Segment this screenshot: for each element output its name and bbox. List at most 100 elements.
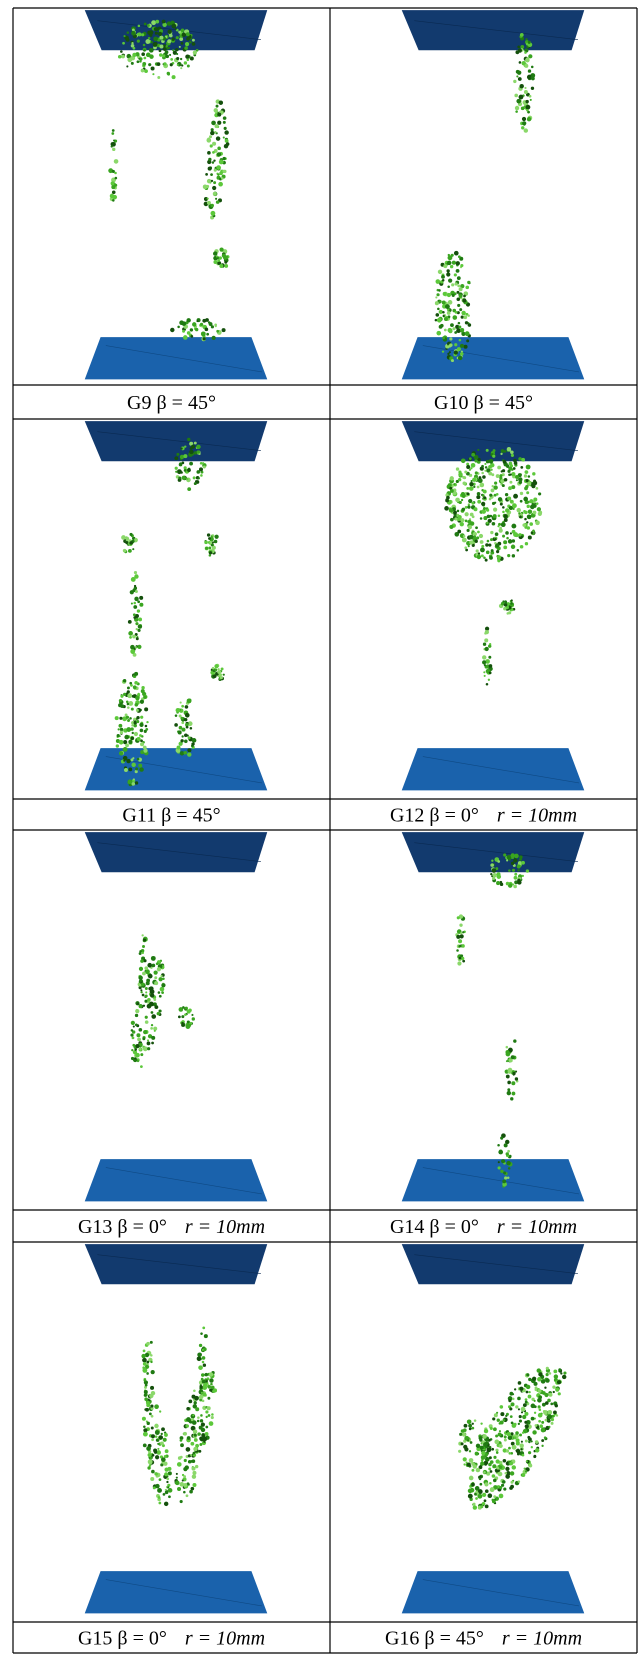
snapshot (402, 421, 585, 790)
particle (447, 293, 451, 297)
particle (521, 458, 525, 462)
particle (491, 489, 495, 493)
particle (473, 1464, 477, 1468)
particle (511, 1421, 514, 1424)
particle (499, 1422, 502, 1425)
particle (481, 1446, 484, 1449)
particle (143, 938, 146, 941)
particle (481, 465, 484, 468)
particle (466, 492, 469, 495)
particle (192, 39, 195, 42)
particle (535, 520, 540, 525)
particle (515, 1405, 518, 1408)
particle (111, 145, 113, 147)
particle (151, 1434, 155, 1438)
particle (436, 313, 440, 317)
particle (128, 779, 133, 784)
particle (135, 590, 138, 593)
particle (525, 105, 530, 110)
particle (445, 304, 450, 309)
particle (527, 526, 530, 529)
particle (484, 664, 486, 666)
particle (457, 961, 461, 965)
particle (135, 703, 139, 707)
particle (145, 1408, 149, 1412)
particle (447, 311, 451, 315)
particle (182, 33, 186, 37)
particle (455, 311, 458, 314)
particle (138, 764, 142, 768)
particle (491, 549, 494, 552)
particle (214, 108, 218, 112)
particle (217, 259, 220, 262)
particle (163, 47, 167, 51)
particle (131, 42, 133, 44)
particle (128, 620, 132, 624)
particle (201, 1373, 205, 1377)
figure-table: G9β = 45°G10β = 45°G11β = 45°G12β = 0°r … (0, 0, 638, 1654)
particle (510, 1097, 513, 1100)
particle (132, 732, 134, 734)
particle (219, 247, 223, 251)
particle (142, 62, 146, 66)
particle (137, 1002, 140, 1005)
particle (199, 1385, 202, 1388)
particle (497, 555, 501, 559)
particle (477, 449, 479, 451)
particle (129, 717, 132, 720)
radius: r = 10mm (497, 1216, 577, 1238)
particle (471, 1469, 474, 1472)
particle (145, 725, 148, 728)
bottom-plate (85, 748, 268, 790)
particle (520, 500, 523, 503)
particle (139, 596, 143, 600)
particle (189, 450, 193, 454)
particle (114, 159, 119, 164)
particle (484, 1482, 488, 1486)
particle (154, 1472, 158, 1476)
particle (473, 535, 476, 538)
particle (524, 87, 526, 89)
particle (448, 300, 453, 305)
particle (461, 499, 463, 501)
particle (487, 515, 491, 519)
particle (140, 729, 144, 733)
particle (446, 496, 450, 500)
particle (137, 600, 140, 603)
particle (476, 1468, 480, 1472)
particle (162, 977, 165, 980)
particle (502, 600, 504, 602)
particle (516, 70, 520, 74)
particle (189, 462, 193, 466)
particle (477, 555, 481, 559)
particle (127, 719, 130, 722)
particle (176, 53, 178, 55)
particle (137, 33, 139, 35)
particle (134, 1048, 137, 1051)
particle (453, 483, 455, 485)
particle (212, 667, 215, 670)
particle (198, 477, 200, 479)
particle (190, 335, 193, 338)
particle (211, 1413, 214, 1416)
particle (523, 1403, 527, 1407)
particle (485, 543, 488, 546)
particle (226, 142, 230, 146)
particle (534, 1382, 538, 1386)
particle (143, 959, 146, 962)
particle (447, 261, 451, 265)
particle (190, 1454, 192, 1456)
particle (553, 1410, 557, 1414)
particle (509, 1452, 512, 1455)
particle (501, 449, 505, 453)
particle (525, 100, 528, 103)
particle (219, 159, 224, 164)
particle (194, 442, 197, 445)
particle (138, 624, 142, 628)
particle (193, 1429, 197, 1433)
particle (112, 129, 115, 132)
particle (182, 1479, 184, 1481)
particle (122, 42, 125, 45)
radius: r = 10mm (185, 1628, 265, 1650)
particle (496, 872, 500, 876)
